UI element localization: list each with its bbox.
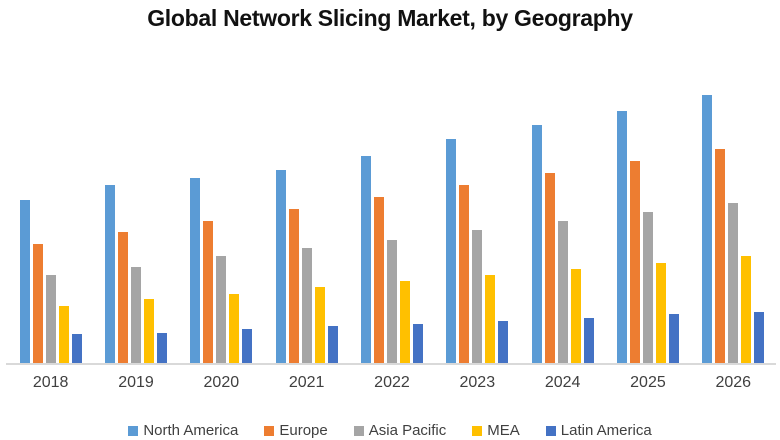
bar-asia-pacific-2025[interactable] (642, 212, 653, 364)
x-axis-labels: 2018 2019 2020 2021 2022 2023 2024 2025 2026 (8, 374, 776, 392)
x-axis-label-2023: 2023 (459, 374, 496, 391)
bar-group-2019 (93, 68, 178, 364)
legend-swatch-asia-pacific (353, 425, 364, 436)
legend-item-europe[interactable]: Europe (264, 422, 328, 439)
bar-asia-pacific-2020[interactable] (216, 256, 227, 364)
bar-group-2026 (691, 68, 776, 364)
bar-mea-2019[interactable] (143, 299, 154, 364)
bar-group-2023 (435, 68, 520, 364)
bar-north-america-2023[interactable] (446, 139, 457, 364)
bar-asia-pacific-2019[interactable] (130, 267, 141, 364)
legend-label-europe: Europe (279, 422, 328, 439)
bar-north-america-2019[interactable] (104, 185, 115, 364)
bar-north-america-2025[interactable] (616, 111, 627, 364)
bar-mea-2026[interactable] (741, 256, 752, 364)
legend-item-asia-pacific[interactable]: Asia Pacific (353, 422, 447, 439)
bar-latin-america-2026[interactable] (754, 311, 765, 364)
legend-item-mea[interactable]: MEA (472, 422, 520, 439)
bar-north-america-2020[interactable] (190, 178, 201, 364)
bar-group-2021 (264, 68, 349, 364)
legend-label-asia-pacific: Asia Pacific (368, 422, 447, 439)
x-axis-label-2022: 2022 (374, 374, 410, 391)
bar-mea-2018[interactable] (58, 306, 69, 364)
bar-asia-pacific-2021[interactable] (301, 248, 312, 364)
bar-north-america-2024[interactable] (531, 124, 542, 364)
bar-europe-2021[interactable] (288, 209, 299, 364)
bar-asia-pacific-2024[interactable] (557, 221, 568, 364)
bar-group-2022 (349, 68, 434, 364)
bar-mea-2022[interactable] (399, 280, 410, 364)
bar-asia-pacific-2018[interactable] (45, 275, 56, 364)
bar-europe-2023[interactable] (459, 185, 470, 364)
bar-north-america-2021[interactable] (275, 170, 286, 364)
bar-europe-2025[interactable] (629, 160, 640, 364)
bar-north-america-2018[interactable] (19, 199, 30, 364)
bar-europe-2026[interactable] (715, 148, 726, 364)
legend-swatch-mea (472, 425, 483, 436)
x-axis-line (6, 363, 776, 365)
bar-mea-2021[interactable] (314, 287, 325, 364)
bar-latin-america-2020[interactable] (242, 329, 253, 364)
legend-item-latin-america[interactable]: Latin America (545, 422, 652, 439)
chart-title: Global Network Slicing Market, by Geogra… (147, 5, 633, 31)
bar-mea-2025[interactable] (655, 263, 666, 364)
bar-latin-america-2025[interactable] (668, 314, 679, 364)
legend-label-mea: MEA (487, 422, 520, 439)
bar-asia-pacific-2023[interactable] (472, 229, 483, 364)
x-axis-label-2024: 2024 (544, 374, 581, 391)
x-axis-label-2026: 2026 (715, 374, 752, 391)
bar-asia-pacific-2022[interactable] (386, 240, 397, 364)
bar-europe-2022[interactable] (373, 197, 384, 364)
x-axis-label-2021: 2021 (288, 374, 325, 391)
bar-north-america-2026[interactable] (702, 94, 713, 364)
bar-north-america-2022[interactable] (360, 155, 371, 364)
x-axis-label-2019: 2019 (118, 374, 154, 391)
legend-item-north-america[interactable]: North America (128, 422, 238, 439)
x-axis-label-2025: 2025 (630, 374, 666, 391)
bar-latin-america-2022[interactable] (412, 323, 423, 364)
legend-swatch-north-america (128, 425, 139, 436)
bar-mea-2020[interactable] (229, 294, 240, 364)
bar-group-2020 (179, 68, 264, 364)
bar-latin-america-2018[interactable] (71, 334, 82, 364)
bar-europe-2018[interactable] (32, 244, 43, 364)
bar-europe-2019[interactable] (117, 232, 128, 364)
x-axis-label-2018: 2018 (32, 374, 69, 391)
bar-group-2024 (520, 68, 605, 364)
bar-europe-2020[interactable] (203, 221, 214, 364)
bar-latin-america-2024[interactable] (583, 318, 594, 364)
bar-mea-2023[interactable] (485, 275, 496, 364)
bar-latin-america-2023[interactable] (498, 320, 509, 364)
legend: North America Europe Asia Pacific MEA Latin … (0, 422, 780, 439)
legend-label-north-america: North America (143, 422, 239, 439)
bar-group-2018 (8, 68, 93, 364)
bar-latin-america-2019[interactable] (156, 333, 167, 364)
bar-group-2025 (605, 68, 690, 364)
x-axis-label-2020: 2020 (203, 374, 240, 391)
legend-label-latin-america: Latin America (560, 422, 652, 439)
bar-europe-2024[interactable] (544, 172, 555, 364)
legend-swatch-latin-america (545, 425, 556, 436)
bar-mea-2024[interactable] (570, 268, 581, 364)
plot-area (8, 68, 776, 364)
bar-asia-pacific-2026[interactable] (728, 202, 739, 364)
legend-swatch-europe (264, 425, 275, 436)
bar-latin-america-2021[interactable] (327, 326, 338, 364)
